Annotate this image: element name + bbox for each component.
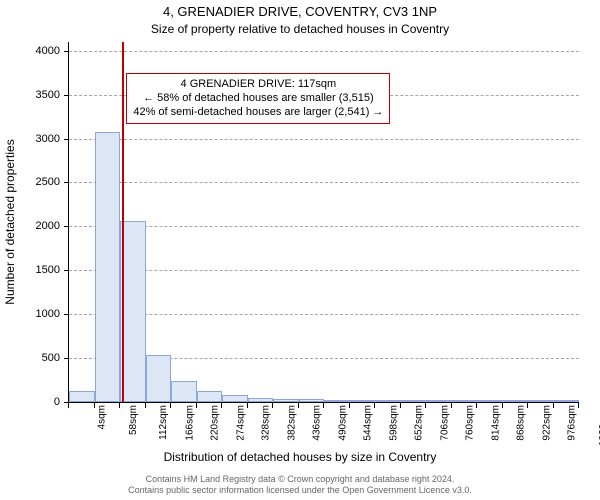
gridline: [69, 226, 579, 227]
gridline: [69, 270, 579, 271]
y-tick-label: 1500: [36, 264, 60, 276]
histogram-bar: [69, 391, 95, 402]
chart-title-main: 4, GRENADIER DRIVE, COVENTRY, CV3 1NP: [0, 4, 600, 19]
histogram-bar: [273, 399, 299, 403]
x-tick-mark: [553, 403, 554, 408]
x-tick-label: 274sqm: [235, 405, 246, 441]
y-tick-mark: [64, 358, 69, 359]
histogram-bar: [503, 400, 529, 402]
x-tick-mark: [425, 403, 426, 408]
y-tick-label: 2000: [36, 220, 60, 232]
histogram-bar: [222, 395, 248, 402]
x-tick-mark: [196, 403, 197, 408]
chart-container: 4, GRENADIER DRIVE, COVENTRY, CV3 1NP Si…: [0, 0, 600, 500]
x-tick-mark: [400, 403, 401, 408]
y-tick-column: 05001000150020002500300035004000: [0, 42, 64, 402]
annotation-line2: ← 58% of detached houses are smaller (3,…: [133, 91, 383, 105]
histogram-bar: [426, 400, 452, 402]
x-tick-mark: [374, 403, 375, 408]
marker-annotation: 4 GRENADIER DRIVE: 117sqm ← 58% of detac…: [126, 73, 390, 124]
x-tick-mark: [502, 403, 503, 408]
gridline: [69, 139, 579, 140]
y-tick-mark: [64, 226, 69, 227]
x-tick-mark: [349, 403, 350, 408]
x-tick-label: 868sqm: [516, 405, 527, 441]
x-tick-mark: [94, 403, 95, 408]
x-tick-mark: [323, 403, 324, 408]
y-tick-mark: [64, 95, 69, 96]
x-tick-label: 598sqm: [388, 405, 399, 441]
histogram-bar: [350, 400, 376, 402]
y-tick-label: 1000: [36, 308, 60, 320]
histogram-bar: [146, 355, 172, 402]
y-tick-label: 0: [54, 396, 60, 408]
x-tick-label: 976sqm: [567, 405, 578, 441]
y-tick-label: 4000: [36, 45, 60, 57]
y-tick-mark: [64, 182, 69, 183]
histogram-bar: [171, 381, 197, 402]
x-tick-mark: [221, 403, 222, 408]
x-tick-label: 4sqm: [96, 405, 107, 429]
x-tick-label: 814sqm: [490, 405, 501, 441]
property-marker-line: [122, 42, 124, 402]
x-tick-mark: [119, 403, 120, 408]
x-axis-label: Distribution of detached houses by size …: [0, 450, 600, 464]
x-tick-label: 436sqm: [312, 405, 323, 441]
x-tick-label: 220sqm: [210, 405, 221, 441]
x-tick-label: 166sqm: [184, 405, 195, 441]
y-tick-mark: [64, 51, 69, 52]
histogram-bar: [324, 400, 350, 402]
x-tick-row: 4sqm 58sqm 112sqm 166sqm 220sqm 274sqm 328sqm 3…: [68, 403, 578, 453]
histogram-bar: [375, 400, 401, 402]
histogram-bar: [197, 391, 223, 402]
histogram-bar: [248, 398, 274, 402]
y-tick-mark: [64, 270, 69, 271]
gridline: [69, 314, 579, 315]
x-tick-mark: [451, 403, 452, 408]
histogram-bar: [477, 400, 503, 402]
attribution-line1: Contains HM Land Registry data © Crown c…: [146, 474, 455, 484]
attribution-text: Contains HM Land Registry data © Crown c…: [0, 474, 600, 496]
y-tick-label: 500: [42, 352, 60, 364]
x-tick-mark: [68, 403, 69, 408]
gridline: [69, 51, 579, 52]
x-tick-label: 922sqm: [541, 405, 552, 441]
y-tick-label: 3500: [36, 89, 60, 101]
chart-title-sub: Size of property relative to detached ho…: [0, 22, 600, 36]
histogram-bar: [554, 400, 580, 402]
x-tick-mark: [247, 403, 248, 408]
x-tick-label: 706sqm: [439, 405, 450, 441]
x-tick-label: 328sqm: [261, 405, 272, 441]
x-tick-mark: [272, 403, 273, 408]
plot-area: 4 GRENADIER DRIVE: 117sqm ← 58% of detac…: [68, 42, 579, 403]
x-tick-label: 544sqm: [363, 405, 374, 441]
x-tick-label: 490sqm: [337, 405, 348, 441]
x-tick-mark: [145, 403, 146, 408]
histogram-bar: [528, 400, 554, 402]
x-tick-label: 58sqm: [128, 405, 139, 435]
x-tick-mark: [170, 403, 171, 408]
histogram-bar: [452, 400, 478, 402]
y-tick-label: 2500: [36, 176, 60, 188]
y-tick-mark: [64, 139, 69, 140]
x-tick-label: 112sqm: [158, 405, 169, 440]
histogram-bar: [401, 400, 427, 402]
y-tick-mark: [64, 314, 69, 315]
histogram-bar: [95, 132, 121, 402]
gridline: [69, 182, 579, 183]
annotation-line1: 4 GRENADIER DRIVE: 117sqm: [133, 77, 383, 91]
x-tick-label: 652sqm: [414, 405, 425, 441]
x-tick-mark: [527, 403, 528, 408]
x-tick-mark: [298, 403, 299, 408]
x-tick-mark: [578, 403, 579, 408]
x-tick-label: 382sqm: [286, 405, 297, 441]
y-tick-label: 3000: [36, 133, 60, 145]
attribution-line2: Contains public sector information licen…: [128, 485, 472, 495]
x-tick-label: 760sqm: [465, 405, 476, 441]
histogram-bar: [299, 399, 325, 402]
x-tick-mark: [476, 403, 477, 408]
annotation-line3: 42% of semi-detached houses are larger (…: [133, 105, 383, 119]
